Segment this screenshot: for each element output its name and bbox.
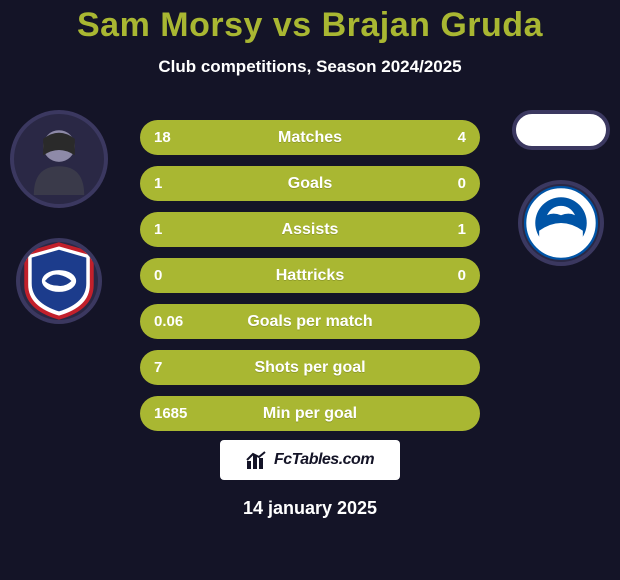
- page-title: Sam Morsy vs Brajan Gruda: [0, 6, 620, 45]
- stat-label: Goals per match: [140, 313, 480, 331]
- stat-label: Assists: [140, 221, 480, 239]
- stat-value-right: 1: [458, 221, 466, 238]
- stat-label: Goals: [140, 175, 480, 193]
- stats-table: 18 Matches 4 1 Goals 0 1 Assists 1 0 Hat…: [140, 120, 480, 431]
- stat-row: 0 Hattricks 0: [140, 258, 480, 293]
- player-left-club-badge: [16, 238, 102, 324]
- stat-row: 1685 Min per goal: [140, 396, 480, 431]
- stat-label: Shots per goal: [140, 359, 480, 377]
- club-badge-icon: [522, 183, 600, 263]
- chart-icon: [246, 451, 268, 469]
- source-logo: FcTables.com: [220, 440, 400, 480]
- stat-row: 7 Shots per goal: [140, 350, 480, 385]
- stat-label: Matches: [140, 129, 480, 147]
- comparison-card: Sam Morsy vs Brajan Gruda Club competiti…: [0, 0, 620, 580]
- snapshot-date: 14 january 2025: [0, 498, 620, 519]
- page-subtitle: Club competitions, Season 2024/2025: [0, 57, 620, 77]
- stat-row: 1 Goals 0: [140, 166, 480, 201]
- stat-value-right: 0: [458, 267, 466, 284]
- stat-label: Hattricks: [140, 267, 480, 285]
- person-icon: [23, 123, 95, 195]
- stat-value-right: 0: [458, 175, 466, 192]
- stat-label: Min per goal: [140, 405, 480, 423]
- stat-row: 1 Assists 1: [140, 212, 480, 247]
- right-player-column: [512, 110, 610, 266]
- left-player-column: [10, 110, 108, 324]
- stat-row: 0.06 Goals per match: [140, 304, 480, 339]
- player-right-club-badge: [518, 180, 604, 266]
- player-right-avatar-placeholder: [512, 110, 610, 150]
- player-left-avatar: [10, 110, 108, 208]
- club-badge-icon: [20, 241, 98, 321]
- stat-row: 18 Matches 4: [140, 120, 480, 155]
- source-logo-text: FcTables.com: [274, 451, 374, 469]
- stat-value-right: 4: [458, 129, 466, 146]
